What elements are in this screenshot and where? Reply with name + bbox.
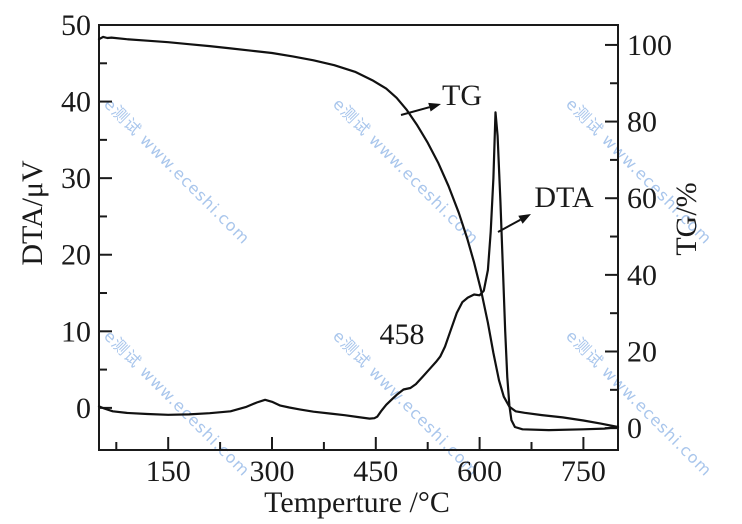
- x-axis-tick-label: 750: [561, 455, 606, 488]
- y-right-tick-label: 60: [627, 182, 657, 215]
- x-axis-tick-label: 600: [457, 455, 502, 488]
- tg-curve-label: TG: [442, 79, 482, 112]
- watermark-text: e测试 www.eceshi.com: [100, 94, 254, 248]
- dta-arrow-head: [518, 214, 531, 224]
- dta-arrow-line: [497, 218, 521, 233]
- onset-temperature-annotation: 458: [379, 318, 425, 351]
- left-axis-title: DTA/μV: [16, 160, 49, 266]
- right-axis-title: TG/%: [670, 182, 703, 256]
- tg-arrow-line: [400, 106, 430, 116]
- x-axis-title: Temperture /°C: [264, 486, 450, 519]
- x-axis-tick-label: 450: [353, 455, 398, 488]
- x-axis-tick-label: 300: [250, 455, 295, 488]
- tg-curve: [97, 35, 620, 429]
- y-right-tick-label: 0: [627, 412, 642, 445]
- y-right-tick-label: 40: [627, 259, 657, 292]
- y-left-tick-label: 10: [61, 315, 91, 348]
- x-axis-tick-label: 150: [146, 455, 191, 488]
- y-left-tick-label: 30: [61, 162, 91, 195]
- y-left-tick-label: 40: [61, 86, 91, 119]
- y-right-tick-label: 80: [627, 106, 657, 139]
- y-left-tick-label: 50: [61, 9, 91, 42]
- y-left-tick-label: 0: [76, 392, 91, 425]
- tg-arrow-head: [428, 102, 441, 112]
- dta-curve-label: DTA: [534, 181, 594, 214]
- plot-frame: [98, 24, 619, 451]
- dta-curve: [97, 111, 620, 432]
- watermark-text: e测试 www.eceshi.com: [329, 94, 483, 248]
- y-left-tick-label: 20: [61, 239, 91, 272]
- y-right-tick-label: 100: [627, 29, 672, 62]
- y-right-tick-label: 20: [627, 336, 657, 369]
